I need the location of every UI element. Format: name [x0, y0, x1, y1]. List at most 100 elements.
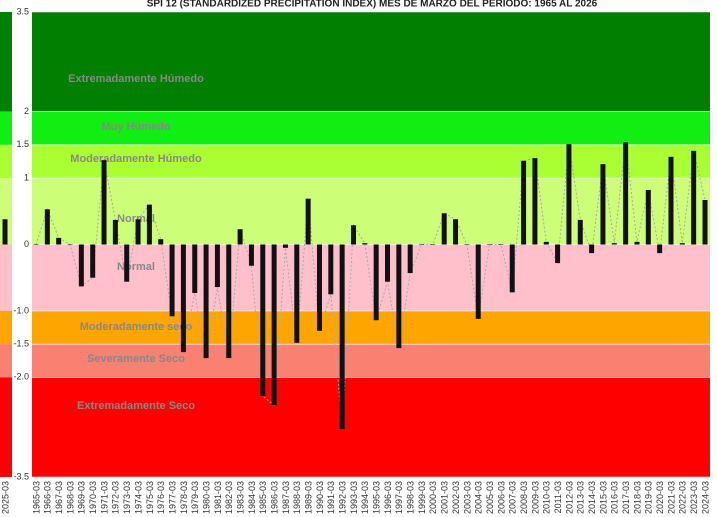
- x-tick-label: 2017-03: [621, 481, 631, 514]
- x-tick-label: 1997-03: [394, 481, 404, 514]
- x-tick-label: 1967-03: [54, 481, 64, 514]
- band-label: Moderadamente seco: [80, 321, 193, 333]
- x-tick-label: 1995-03: [372, 481, 382, 514]
- bar: [396, 244, 402, 349]
- x-tick-label: 1982-03: [224, 481, 234, 514]
- bar: [101, 160, 107, 245]
- y-tick-label: 1.5: [16, 139, 29, 149]
- x-tick-label: 2024-03: [700, 481, 710, 514]
- bar: [362, 243, 368, 245]
- bar: [645, 190, 651, 245]
- bar: [657, 244, 663, 254]
- x-tick-label: 2014-03: [587, 481, 597, 514]
- x-tick-label: 2013-03: [576, 481, 586, 514]
- x-tick-label: 1968-03: [65, 481, 75, 514]
- bar: [316, 244, 322, 331]
- bar: [112, 219, 118, 245]
- bar: [623, 142, 629, 245]
- x-tick-label: 1965-03: [31, 481, 41, 514]
- bar: [611, 243, 617, 245]
- y-tick-label: -1.0: [13, 305, 29, 315]
- band: [32, 377, 710, 477]
- x-tick-label: 2009-03: [530, 481, 540, 514]
- bar: [600, 164, 606, 245]
- bar: [691, 150, 697, 245]
- bar: [350, 225, 356, 245]
- band: [0, 12, 12, 112]
- band: [32, 144, 710, 179]
- bar: [124, 244, 130, 282]
- bar: [407, 244, 413, 274]
- bar: [385, 244, 391, 282]
- x-tick-label: 1975-03: [145, 481, 155, 514]
- x-tick-label: 2022-03: [678, 481, 688, 514]
- x-tick-label: 1989-03: [304, 481, 314, 514]
- bar: [328, 244, 334, 295]
- bar: [192, 244, 198, 293]
- bar: [214, 244, 220, 288]
- x-tick-label: 1979-03: [190, 481, 200, 514]
- x-tick-label: 2019-03: [644, 481, 654, 514]
- bar: [260, 244, 266, 396]
- bar: [679, 243, 685, 245]
- bar: [543, 241, 549, 245]
- x-tick-label: 2018-03: [632, 481, 642, 514]
- x-tick-label: 2010-03: [542, 481, 552, 514]
- y-tick-label: 2: [24, 106, 29, 116]
- band: [32, 244, 710, 311]
- band-label: Moderadamente Húmedo: [70, 153, 202, 165]
- x-tick-label: 1984-03: [247, 481, 257, 514]
- x-tick-label: 1971-03: [99, 481, 109, 514]
- x-tick-label: 1986-03: [269, 481, 279, 514]
- bar: [180, 244, 186, 353]
- y-tick-label: -3.5: [13, 471, 29, 481]
- chart-title: SPI 12 (STANDARDIZED PRECIPITATION INDEX…: [147, 0, 598, 10]
- bar: [566, 144, 572, 245]
- x-tick-label: 1969-03: [77, 481, 87, 514]
- bar: [2, 219, 8, 245]
- bar: [532, 158, 538, 245]
- bar: [555, 244, 561, 264]
- band: [0, 377, 12, 477]
- bar: [589, 244, 595, 254]
- y-tick-label: 0: [24, 239, 29, 249]
- trend-line: [35, 142, 706, 430]
- x-tick-label: 2004-03: [474, 481, 484, 514]
- x-tick-label: 2015-03: [598, 481, 608, 514]
- band: [0, 244, 12, 311]
- bar: [90, 244, 96, 278]
- x-tick-label: 1998-03: [406, 481, 416, 514]
- band: [32, 111, 710, 145]
- x-tick-label: 2011-03: [553, 481, 563, 513]
- bar: [441, 213, 447, 245]
- x-tick-label: 1977-03: [167, 481, 177, 514]
- x-tick-label: 1978-03: [179, 481, 189, 514]
- bar: [203, 244, 209, 359]
- bar: [158, 239, 164, 245]
- bar: [271, 244, 277, 406]
- bar: [67, 244, 73, 245]
- x-tick-label: 1973-03: [122, 481, 132, 514]
- x-tick-label: 1972-03: [111, 481, 121, 514]
- x-tick-label: 2023-03: [689, 481, 699, 514]
- x-tick-label: 2016-03: [610, 481, 620, 514]
- band: [0, 111, 12, 145]
- x-tick-label: 2021-03: [666, 481, 676, 514]
- band: [0, 144, 12, 179]
- bar: [419, 244, 425, 245]
- x-tick-label: 2003-03: [462, 481, 472, 514]
- x-tick-label: 1999-03: [417, 481, 427, 514]
- x-tick-label: 2006-03: [496, 481, 506, 514]
- band-label: Muy Húmedo: [101, 121, 170, 133]
- x-tick-label: 1994-03: [360, 481, 370, 514]
- bar: [56, 237, 62, 245]
- x-tick-label: 2025-03: [0, 481, 10, 514]
- x-tick-label: 1981-03: [213, 481, 223, 514]
- x-tick-label: 1970-03: [88, 481, 98, 514]
- y-tick-label: 1: [24, 172, 29, 182]
- bar: [169, 244, 175, 317]
- bar: [44, 209, 50, 245]
- x-tick-label: 2008-03: [519, 481, 529, 514]
- x-tick-label: 1985-03: [258, 481, 268, 514]
